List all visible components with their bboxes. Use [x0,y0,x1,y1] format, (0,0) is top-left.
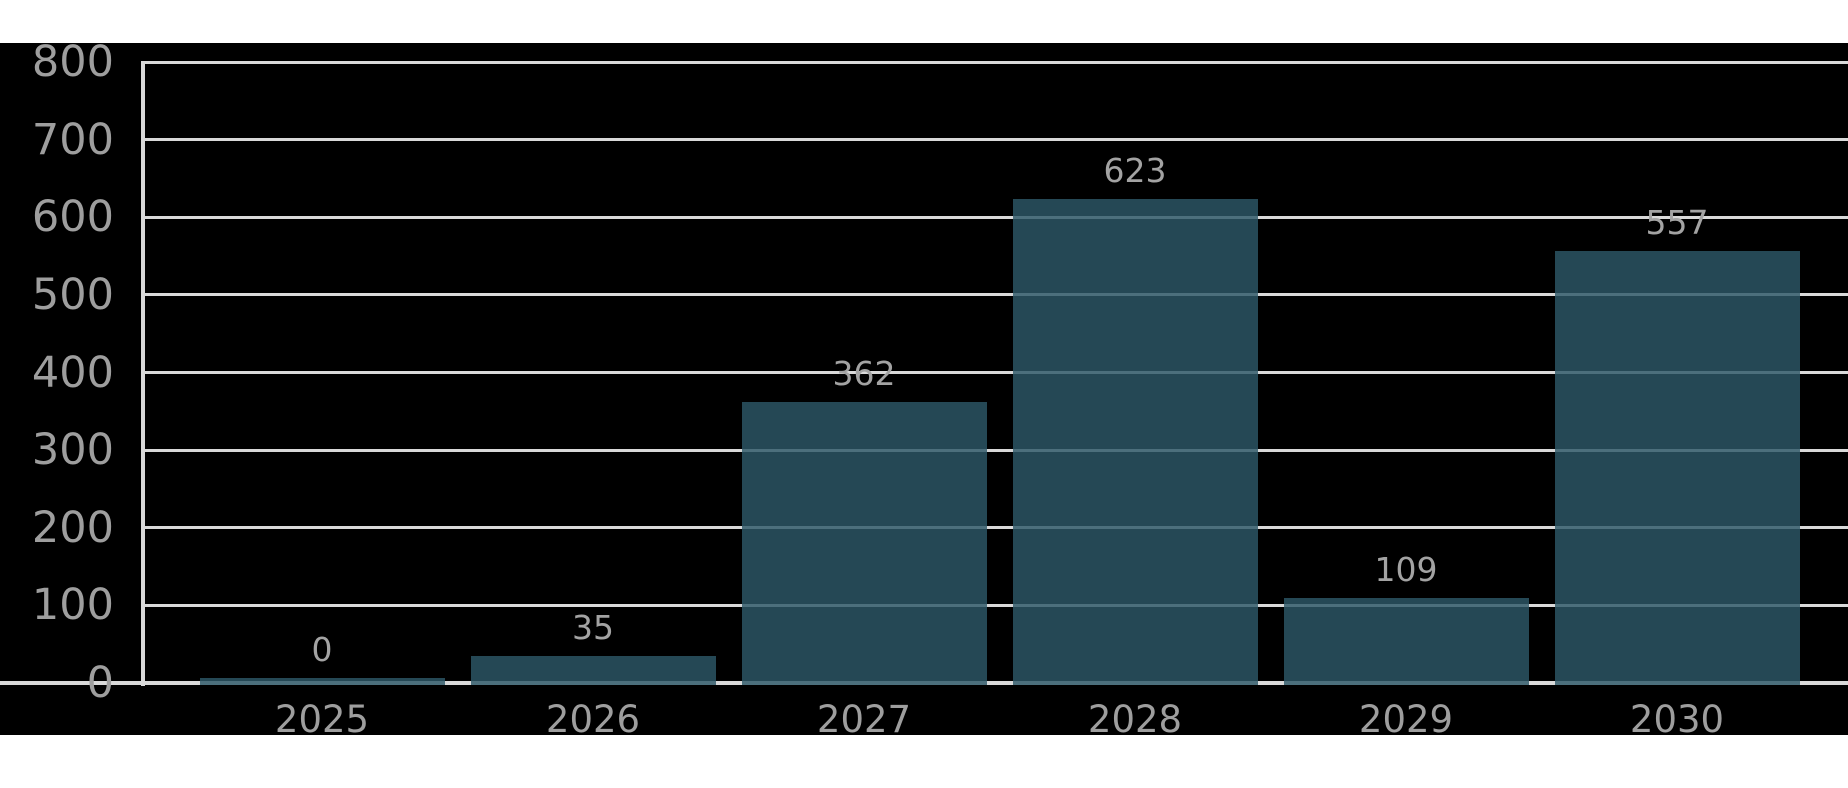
y-tick-label-800: 800 [31,37,114,87]
y-tick-label-100: 100 [31,580,114,631]
chart-panel: 0 100 200 300 400 500 600 700 800 0 2025 35 2026 362 2… [0,37,1848,741]
gridline-y-600 [143,215,1848,219]
x-tick-label-2026: 2026 [545,698,641,741]
bar-value-label-2029: 109 [1374,550,1438,590]
y-tick-label-500: 500 [31,269,114,320]
bar-value-label-2026: 35 [572,607,614,647]
bar-2029 [1283,598,1529,685]
x-tick-label-2025: 2025 [274,698,370,741]
y-tick-label-200: 200 [31,502,114,553]
gridline-y-800 [143,60,1848,64]
x-tick-label-2027: 2027 [816,698,912,741]
y-tick-label-400: 400 [31,347,114,398]
y-tick-label-0: 0 [86,658,114,708]
gridline-y-100 [143,603,1848,607]
bar-2028 [1012,199,1258,685]
gridline-y-500 [143,293,1848,297]
bar-value-label-2025: 0 [311,630,333,669]
x-tick-label-2029: 2029 [1358,698,1454,741]
bar-value-label-2027: 362 [832,353,896,393]
x-tick-label-2028: 2028 [1087,698,1183,741]
bar-2026 [470,655,716,685]
y-tick-label-600: 600 [31,192,114,243]
y-tick-label-700: 700 [31,114,114,165]
y-tick-label-300: 300 [31,425,114,476]
y-axis-line [141,60,145,686]
gridline-y-300 [143,448,1848,452]
bar-value-label-2028: 623 [1103,151,1167,191]
bar-value-label-2030: 557 [1645,202,1709,242]
bar-2027 [741,401,987,685]
x-tick-label-2030: 2030 [1629,698,1725,741]
bar-2030 [1554,250,1800,685]
gridline-y-400 [143,371,1848,374]
gridline-y-200 [143,526,1848,530]
bar-2025 [199,678,445,685]
gridline-y-700 [143,138,1848,142]
